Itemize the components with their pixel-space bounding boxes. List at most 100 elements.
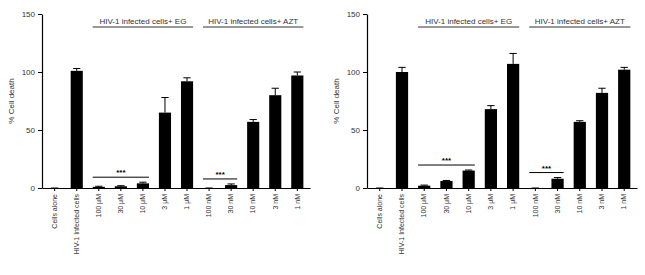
error-bar-stem [402,67,403,72]
bar [137,183,149,188]
x-tick-mark [424,188,425,191]
x-tick-mark [209,188,210,191]
bar [618,70,630,188]
x-tick: 1 nM [294,188,301,210]
error-bar [95,186,102,188]
significance-label: *** [442,156,452,165]
bar [551,179,563,188]
x-tick-label: 1 nM [294,194,301,210]
y-tick-label: 50 [351,126,360,135]
x-axis-line [368,188,638,189]
x-tick-label: 100 nM [205,194,212,218]
error-bar-stem [602,88,603,93]
y-tick-label: 100 [347,68,361,77]
bar [440,181,452,188]
x-tick-mark [602,188,603,191]
x-tick-mark [76,188,77,191]
x-tick-label: Cells alone [376,194,383,229]
bar [596,93,608,188]
x-tick: Cells alone [51,188,58,229]
x-tick-mark [297,188,298,191]
x-tick: 3 μM [487,188,495,210]
x-tick: 100 nM [205,188,212,217]
error-bar-cap [205,188,212,189]
x-tick-mark [164,188,165,191]
error-bar-cap [398,67,405,68]
y-tick-mark [38,130,42,131]
bar [203,188,215,189]
x-tick-label: 30 nM [554,194,561,214]
x-tick-mark [468,188,469,191]
x-tick: Cells alone [376,188,383,229]
x-tick-label: 3 μM [161,194,169,210]
y-axis: 050100150 [22,10,43,193]
y-tick-label: 0 [356,184,361,193]
x-tick-mark [379,188,380,191]
error-bar-cap [376,188,383,189]
error-bar-cap [487,105,494,106]
significance-label: *** [542,164,552,173]
figure: 0 50 100 150 Cells alone HIV-1 Infected cells… [0,0,645,275]
y-tick-mark [363,14,367,15]
y-tick: 150 [22,10,42,19]
plot-marks [51,69,303,188]
error-bar-cap [228,183,235,184]
x-tick-mark [513,188,514,191]
error-bar-cap [117,185,124,186]
x-tick-mark [402,188,403,191]
bar [418,186,430,188]
error-bar-cap [576,120,583,121]
significance-label: *** [116,168,126,177]
y-tick-mark [38,14,42,15]
x-axis: Cells aloneHIV-1 Infected cells100 μM30 … [43,188,311,254]
y-tick: 150 [347,10,367,19]
x-tick: 30 nM [227,188,234,213]
error-bar-cap [272,88,279,89]
x-tick: HIV-1 Infected cells [398,188,405,254]
error-bar [117,185,124,187]
error-bar [205,188,212,189]
error-bar-cap [73,68,80,69]
bar [159,113,171,188]
y-axis-line [367,15,368,189]
x-tick: 1 μM [509,188,517,210]
error-bar [621,67,628,69]
bar [71,71,83,188]
y-axis-line [42,15,43,189]
bar [507,64,519,188]
x-tick-label: 1 nM [620,194,627,210]
error-bar-cap [598,88,605,89]
error-bar [487,106,494,109]
x-tick-mark [490,188,491,191]
x-tick-label: HIV-1 Infected cells [398,194,405,255]
x-tick-label: HIV-1 Infected cells [73,194,80,255]
error-bar-cap [51,188,58,189]
x-tick: 10 μM [139,188,147,214]
x-tick: 10 nM [249,188,256,213]
x-tick: 10 nM [576,188,583,213]
error-bar-stem [275,88,276,95]
group-underline [93,27,193,28]
group-label: HIV-1 infected cells+ AZT [535,17,625,26]
error-bar [73,69,80,71]
x-tick-label: 10 nM [249,194,256,214]
error-bar [532,188,539,189]
error-bar [398,67,405,72]
x-tick-label: 10 nM [576,194,583,214]
y-tick: 0 [356,184,367,193]
y-tick-label: 0 [31,184,36,193]
x-tick-mark [54,188,55,191]
bar [115,186,127,188]
error-bar-cap [294,72,301,73]
x-axis: Cells aloneHIV-1 Infected cells100 μM30 … [368,188,638,254]
group-underline [203,27,303,28]
bar [485,109,497,188]
group-underline [418,27,519,28]
x-axis-line [43,188,311,189]
y-tick-mark [38,188,42,189]
bar [574,122,586,188]
bar [225,185,237,188]
x-tick-mark [98,188,99,191]
error-bar-cap [250,119,257,120]
error-bar [294,72,301,75]
